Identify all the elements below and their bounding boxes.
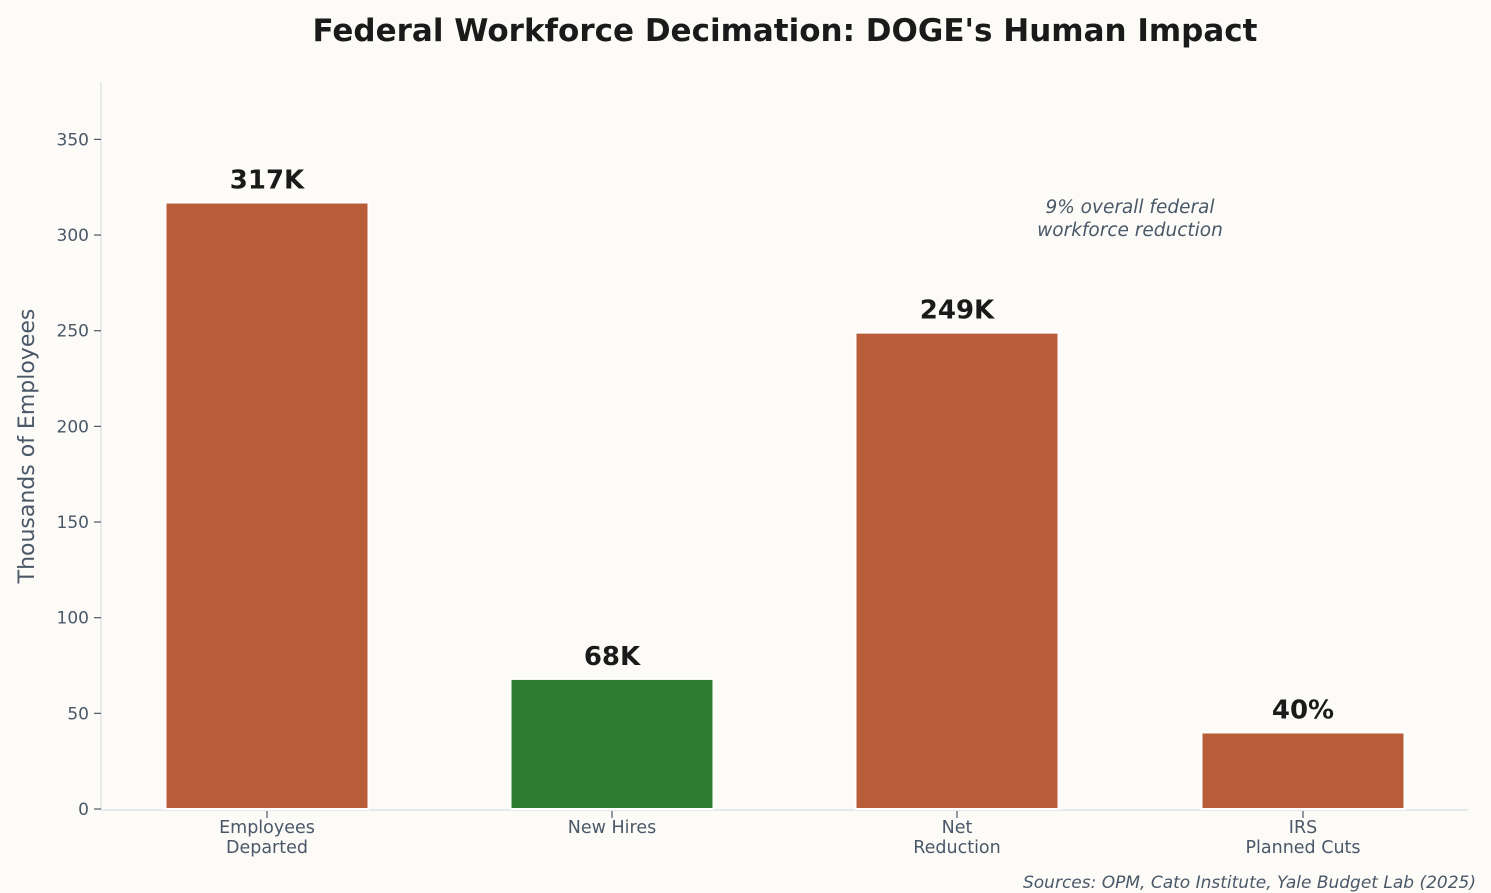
bar [509, 677, 715, 811]
y-tick-label: 200 [57, 417, 89, 437]
annotation: 9% overall federal [1045, 197, 1215, 218]
data-label: 249K [920, 296, 995, 326]
data-label: 40% [1272, 695, 1334, 725]
y-tick-label: 350 [57, 130, 89, 150]
y-tick-label: 100 [57, 609, 89, 629]
data-label: 317K [230, 166, 305, 196]
x-tick-label: Employees [219, 818, 315, 838]
x-tick-label: Net [942, 818, 973, 838]
y-tick-label: 150 [57, 513, 89, 533]
bar [1200, 731, 1406, 811]
y-tick-label: 250 [57, 322, 89, 342]
x-tick-label: Reduction [913, 838, 1000, 858]
y-tick-label: 300 [57, 226, 89, 246]
data-label: 68K [584, 642, 641, 672]
x-tick-label: Planned Cuts [1245, 838, 1360, 858]
annotation: workforce reduction [1037, 220, 1223, 241]
bar [164, 201, 370, 811]
y-axis-label: Thousands of Employees [15, 309, 40, 585]
source-note: Sources: OPM, Cato Institute, Yale Budge… [1023, 873, 1476, 893]
x-tick-label: IRS [1289, 818, 1317, 838]
y-tick-label: 50 [67, 704, 89, 724]
y-tick-label: 0 [78, 800, 89, 820]
x-tick-label: Departed [226, 838, 308, 858]
bar [854, 331, 1060, 810]
x-tick-label: New Hires [568, 818, 656, 838]
chart-title: Federal Workforce Decimation: DOGE's Hum… [312, 13, 1257, 49]
